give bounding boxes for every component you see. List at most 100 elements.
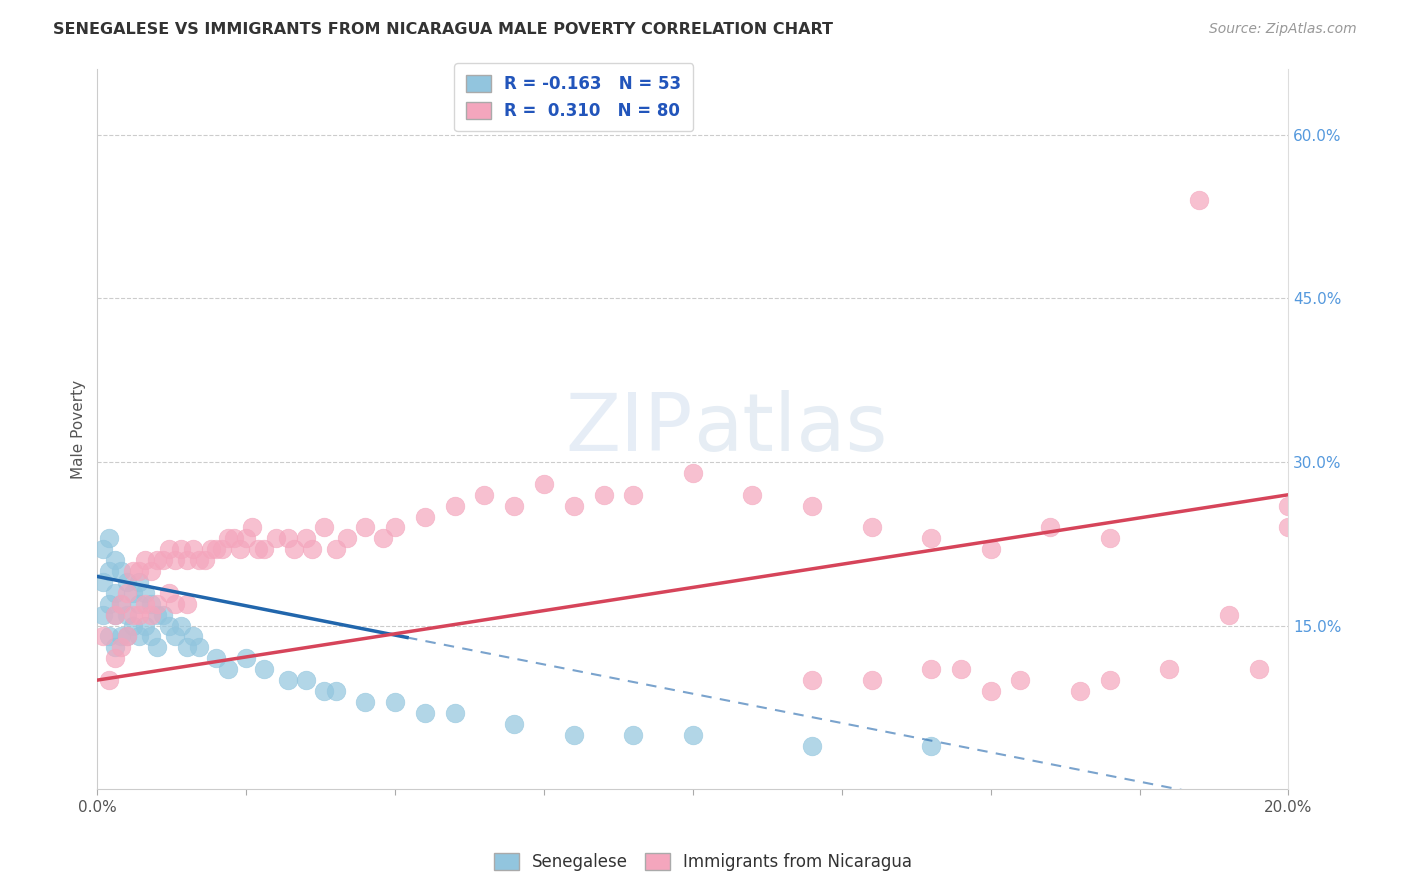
Point xyxy=(801,673,824,687)
Point xyxy=(163,553,186,567)
Point xyxy=(139,564,162,578)
Point xyxy=(128,564,150,578)
Point xyxy=(264,532,287,546)
Point xyxy=(181,542,204,557)
Point xyxy=(122,586,145,600)
Point xyxy=(294,532,316,546)
Point xyxy=(294,673,316,687)
Point xyxy=(176,553,198,567)
Point xyxy=(104,651,127,665)
Point xyxy=(741,488,763,502)
Point xyxy=(217,532,239,546)
Point xyxy=(562,499,585,513)
Point xyxy=(170,542,193,557)
Point xyxy=(211,542,233,557)
Point xyxy=(128,607,150,622)
Point xyxy=(801,499,824,513)
Point xyxy=(110,597,132,611)
Point xyxy=(384,520,406,534)
Point xyxy=(336,532,359,546)
Point xyxy=(98,564,121,578)
Point xyxy=(157,586,180,600)
Point xyxy=(443,706,465,720)
Point xyxy=(139,630,162,644)
Point xyxy=(176,640,198,655)
Point xyxy=(253,662,276,676)
Point xyxy=(503,499,526,513)
Point xyxy=(98,630,121,644)
Point xyxy=(980,684,1002,698)
Point xyxy=(110,564,132,578)
Point xyxy=(122,618,145,632)
Point xyxy=(128,597,150,611)
Point xyxy=(122,607,145,622)
Point xyxy=(621,728,644,742)
Point xyxy=(104,607,127,622)
Point xyxy=(110,630,132,644)
Point xyxy=(187,553,209,567)
Point xyxy=(91,574,114,589)
Point xyxy=(562,728,585,742)
Legend: Senegalese, Immigrants from Nicaragua: Senegalese, Immigrants from Nicaragua xyxy=(485,845,921,880)
Point xyxy=(1247,662,1270,676)
Point xyxy=(980,542,1002,557)
Point xyxy=(104,640,127,655)
Point xyxy=(240,520,263,534)
Point xyxy=(373,532,395,546)
Point xyxy=(205,542,228,557)
Point xyxy=(860,520,883,534)
Point xyxy=(277,673,299,687)
Text: Source: ZipAtlas.com: Source: ZipAtlas.com xyxy=(1209,22,1357,37)
Point xyxy=(229,542,252,557)
Point xyxy=(354,695,377,709)
Point xyxy=(152,553,174,567)
Point xyxy=(104,586,127,600)
Point xyxy=(325,542,347,557)
Point xyxy=(1277,520,1299,534)
Point xyxy=(1098,532,1121,546)
Point xyxy=(801,739,824,753)
Point xyxy=(181,630,204,644)
Point xyxy=(312,684,335,698)
Point xyxy=(247,542,270,557)
Point xyxy=(170,618,193,632)
Point xyxy=(98,532,121,546)
Point xyxy=(1218,607,1240,622)
Point xyxy=(134,586,156,600)
Point xyxy=(592,488,614,502)
Legend: R = -0.163   N = 53, R =  0.310   N = 80: R = -0.163 N = 53, R = 0.310 N = 80 xyxy=(454,63,693,131)
Point xyxy=(224,532,246,546)
Point xyxy=(1277,499,1299,513)
Point xyxy=(163,630,186,644)
Point xyxy=(146,597,169,611)
Point xyxy=(283,542,305,557)
Point xyxy=(860,673,883,687)
Point xyxy=(200,542,222,557)
Point xyxy=(1069,684,1091,698)
Point xyxy=(128,630,150,644)
Point xyxy=(146,607,169,622)
Point xyxy=(104,553,127,567)
Point xyxy=(920,739,942,753)
Point xyxy=(115,630,138,644)
Point xyxy=(235,651,257,665)
Point xyxy=(139,607,162,622)
Point xyxy=(122,564,145,578)
Point xyxy=(128,574,150,589)
Point xyxy=(1039,520,1062,534)
Point xyxy=(621,488,644,502)
Point xyxy=(146,553,169,567)
Y-axis label: Male Poverty: Male Poverty xyxy=(72,380,86,479)
Point xyxy=(91,630,114,644)
Point xyxy=(146,640,169,655)
Point xyxy=(920,532,942,546)
Point xyxy=(205,651,228,665)
Point xyxy=(312,520,335,534)
Point xyxy=(1188,194,1211,208)
Point xyxy=(110,597,132,611)
Point xyxy=(354,520,377,534)
Point xyxy=(384,695,406,709)
Point xyxy=(91,542,114,557)
Point xyxy=(163,597,186,611)
Point xyxy=(1159,662,1181,676)
